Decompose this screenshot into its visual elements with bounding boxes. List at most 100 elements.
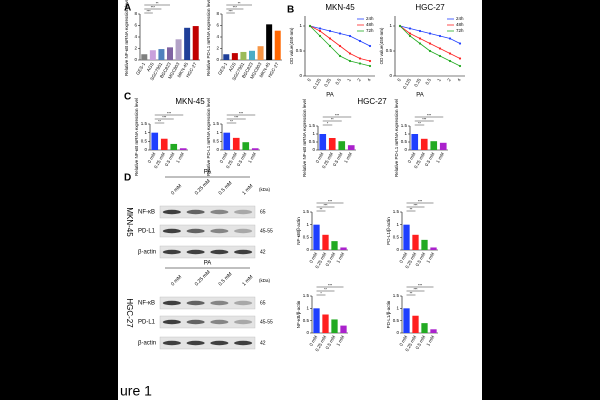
panel-label: A — [124, 3, 131, 14]
bar — [430, 141, 438, 150]
x-tick-label: 0.5 mM — [236, 151, 248, 167]
significance-label: ** — [158, 119, 161, 123]
y-tick-label: 1 — [396, 222, 399, 227]
y-tick-label: 0 — [389, 73, 392, 78]
series-marker — [338, 32, 342, 35]
blot-band — [234, 249, 253, 255]
bar — [170, 143, 178, 150]
bar — [257, 46, 264, 60]
band-name: PD-L1 — [138, 229, 156, 235]
series-marker — [458, 57, 462, 60]
y-tick-label: 2 — [216, 46, 219, 51]
y-tick-label: 0 — [306, 330, 309, 335]
blot-strip — [159, 336, 256, 350]
bar — [313, 308, 320, 333]
bar — [251, 148, 259, 150]
unit-label: (kDa) — [259, 278, 271, 283]
bar — [347, 145, 355, 150]
bar — [340, 325, 347, 333]
y-axis-label: Relative NF-κB mRNA expression level — [302, 99, 307, 177]
y-tick-label: 0 — [216, 147, 219, 152]
blot-band — [210, 228, 229, 234]
legend-label: 24h — [456, 16, 464, 21]
series-marker — [438, 54, 442, 58]
bar — [242, 142, 250, 150]
unit-label: (kDa) — [259, 187, 271, 192]
blot-band — [162, 249, 181, 255]
blot-band — [210, 249, 229, 255]
significance-label: *** — [335, 113, 340, 117]
bar — [322, 234, 329, 250]
series-marker — [408, 34, 412, 38]
y-axis-label: Relative PD-L1 mRNA expression level — [206, 0, 211, 76]
significance-label: ** — [324, 287, 327, 291]
series-marker — [418, 37, 422, 40]
treatment-label: PA — [204, 170, 212, 176]
bar — [421, 323, 428, 333]
blot-band — [210, 319, 229, 325]
x-tick-label: 1 — [346, 77, 352, 82]
y-tick-label: 6 — [134, 23, 137, 28]
blot-strip — [159, 315, 256, 329]
x-tick-label: 0.5 mM — [332, 151, 344, 167]
significance-label: *** — [323, 203, 328, 207]
series-marker — [428, 42, 432, 45]
figure-background — [118, 0, 482, 400]
series-marker — [448, 59, 452, 63]
significance-label: *** — [167, 111, 172, 115]
x-tick-label: 2 — [446, 77, 452, 82]
y-tick-label: 1 — [144, 130, 147, 135]
x-tick-label: 0.5 mM — [415, 334, 427, 350]
y-tick-label: 1 — [306, 222, 309, 227]
y-tick-label: 1 — [216, 130, 219, 135]
treatment-label: PA — [204, 261, 212, 267]
y-axis-label: PD-L1/β-actin — [386, 217, 391, 245]
series-marker — [328, 29, 332, 33]
blot-strip — [159, 224, 256, 238]
x-tick-label: 1 mM — [175, 151, 185, 163]
legend-label: 72h — [456, 28, 464, 33]
x-tick-label: 1 mM — [435, 151, 445, 163]
series-marker — [448, 52, 452, 55]
significance-label: *** — [413, 203, 418, 207]
panel-label: D — [124, 173, 131, 184]
bar — [403, 224, 410, 250]
bar — [249, 50, 255, 60]
significance-label: *** — [151, 5, 156, 9]
blot-band — [210, 209, 229, 215]
significance-label: ** — [418, 121, 421, 125]
blot-band — [234, 340, 253, 346]
bar — [149, 50, 156, 60]
x-axis-label: PA — [416, 93, 424, 99]
y-tick-label: 1.5 — [303, 209, 310, 214]
x-tick-label: 4 — [456, 77, 462, 82]
x-tick-label: 0.25 — [323, 77, 332, 88]
x-tick-label: 0 — [396, 77, 402, 82]
band-kda: 45-55 — [260, 319, 273, 325]
panel-label: B — [287, 5, 294, 16]
significance-label: * — [320, 291, 322, 295]
y-tick-label: 1.5 — [393, 293, 400, 298]
y-tick-label: 1 — [396, 306, 399, 311]
blot-band — [234, 228, 253, 234]
x-tick-label: 4 — [366, 77, 372, 82]
significance-label: *** — [229, 9, 234, 13]
y-tick-label: 0.5 — [303, 318, 310, 323]
blot-band — [234, 209, 253, 215]
x-tick-label: 0.125 — [402, 77, 412, 90]
y-tick-label: 1 — [404, 131, 407, 136]
y-tick-label: 1.5 — [213, 121, 220, 126]
x-axis-label: PA — [326, 93, 334, 99]
series-marker — [398, 24, 402, 28]
blot-band — [210, 300, 229, 306]
y-tick-label: 0.5 — [386, 48, 393, 53]
blot-band — [210, 340, 229, 346]
series-marker — [348, 34, 352, 38]
y-tick-label: 0 — [216, 57, 219, 62]
x-tick-label: GES-1 — [217, 61, 228, 76]
y-tick-label: 0.5 — [393, 318, 400, 323]
x-tick-label: 0.5 mM — [325, 251, 337, 267]
significance-label: *** — [418, 283, 423, 287]
bar — [412, 315, 419, 333]
